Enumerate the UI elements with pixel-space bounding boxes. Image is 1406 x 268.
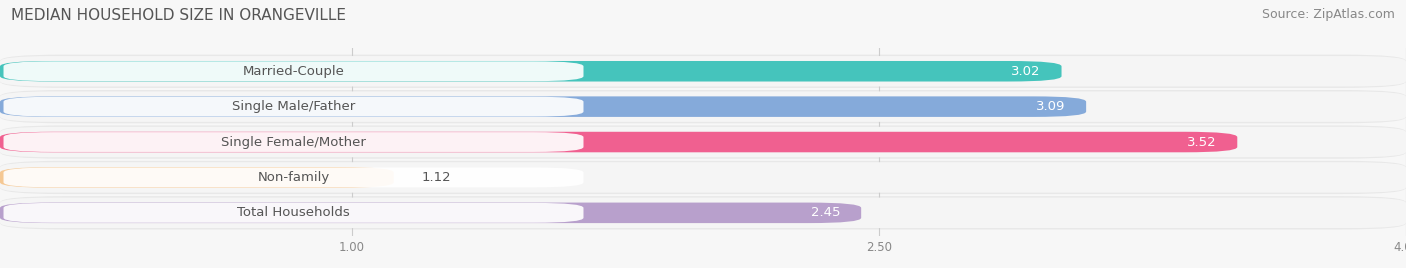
FancyBboxPatch shape	[0, 198, 1406, 228]
Text: Married-Couple: Married-Couple	[243, 65, 344, 78]
Text: 3.09: 3.09	[1036, 100, 1066, 113]
Text: Non-family: Non-family	[257, 171, 329, 184]
Text: 3.02: 3.02	[1011, 65, 1040, 78]
FancyBboxPatch shape	[3, 203, 583, 223]
Text: 2.45: 2.45	[811, 206, 841, 219]
FancyBboxPatch shape	[3, 61, 583, 81]
Text: Single Female/Mother: Single Female/Mother	[221, 136, 366, 148]
FancyBboxPatch shape	[0, 167, 394, 188]
FancyBboxPatch shape	[0, 56, 1406, 87]
FancyBboxPatch shape	[0, 203, 860, 223]
FancyBboxPatch shape	[0, 162, 1406, 193]
FancyBboxPatch shape	[0, 127, 1406, 157]
FancyBboxPatch shape	[0, 132, 1237, 152]
Text: Total Households: Total Households	[238, 206, 350, 219]
FancyBboxPatch shape	[3, 97, 583, 117]
FancyBboxPatch shape	[3, 132, 583, 152]
FancyBboxPatch shape	[0, 96, 1087, 117]
Text: Source: ZipAtlas.com: Source: ZipAtlas.com	[1261, 8, 1395, 21]
Text: 1.12: 1.12	[422, 171, 451, 184]
FancyBboxPatch shape	[0, 55, 1406, 88]
FancyBboxPatch shape	[0, 90, 1406, 123]
FancyBboxPatch shape	[0, 161, 1406, 194]
Text: MEDIAN HOUSEHOLD SIZE IN ORANGEVILLE: MEDIAN HOUSEHOLD SIZE IN ORANGEVILLE	[11, 8, 346, 23]
Text: 3.52: 3.52	[1187, 136, 1216, 148]
FancyBboxPatch shape	[3, 168, 583, 187]
Text: Single Male/Father: Single Male/Father	[232, 100, 356, 113]
FancyBboxPatch shape	[0, 125, 1406, 159]
FancyBboxPatch shape	[0, 91, 1406, 122]
FancyBboxPatch shape	[0, 61, 1062, 81]
FancyBboxPatch shape	[0, 196, 1406, 229]
